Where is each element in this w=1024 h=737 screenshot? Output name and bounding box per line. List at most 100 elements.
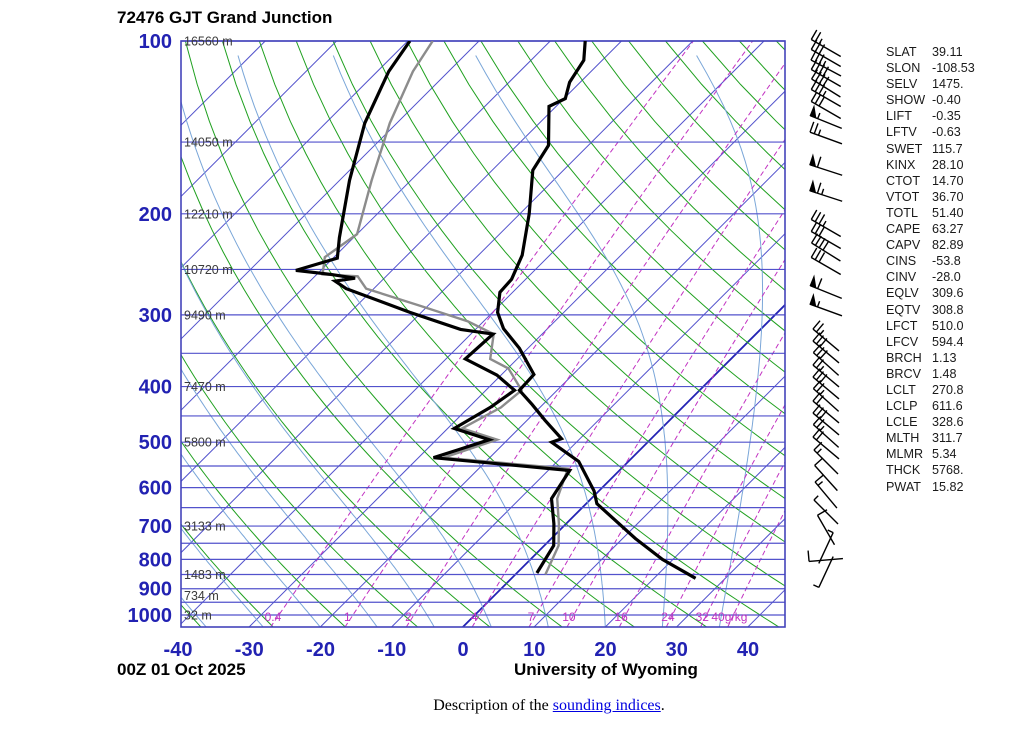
svg-text:3133 m: 3133 m [184,520,226,534]
index-value: -0.40 [932,93,961,108]
moist-adiabat [696,55,764,627]
pressure-axis-labels: 100 200 300 400 500 600 700 800 900 1000 [128,31,173,627]
svg-text:200: 200 [139,204,172,226]
mixing-ratio-line [727,509,785,627]
mixing-ratio-labels: 0.4 1 2 4 7 10 16 24 32 40g/kg [265,610,748,624]
isotherm [181,41,266,126]
wind-barb [812,428,840,460]
svg-text:700: 700 [139,516,172,538]
index-value: 1.13 [932,350,957,365]
mixing-ratio-line [618,331,785,627]
dewpoint-trace [295,41,573,574]
dry-adiabat [406,41,785,457]
credit-university-of-wyoming: University of Wyoming [514,660,698,679]
index-label: LCLP [886,399,918,414]
wind-barb [812,404,840,436]
index-value: 28.10 [932,157,964,172]
index-value: 311.7 [932,431,963,446]
wind-barb [809,153,843,176]
dry-adiabat [332,41,785,543]
page-title: 72476 GJT Grand Junction [117,8,333,27]
dry-adiabat [702,41,785,131]
index-label: MLTH [886,431,920,446]
index-label: VTOT [886,189,920,204]
index-value: 5.34 [932,447,957,462]
isotherm [181,41,622,483]
isotherm [319,161,785,627]
index-value: -28.0 [932,270,961,285]
index-label: SWET [886,141,923,156]
svg-text:40: 40 [737,639,759,661]
dry-adiabat [181,523,274,627]
index-row-lcle: LCLE 328.6 [886,414,975,430]
index-label: MLMR [886,447,924,462]
wind-barb [812,415,840,448]
mixing-ratio-line [700,461,785,627]
wind-barbs [807,29,843,589]
index-row-lfcv: LFCV 594.4 [886,334,975,350]
dry-adiabat [480,41,785,373]
dry-adiabat [181,260,491,627]
wind-barb [812,379,840,412]
index-label: THCK [886,463,921,478]
index-row-cins: CINS -53.8 [886,253,975,269]
wind-barb [810,39,842,68]
index-value: 1.48 [932,366,957,381]
isotherm [676,517,785,627]
svg-text:12210 m: 12210 m [184,207,233,221]
index-label: SELV [886,77,918,92]
index-value: 611.6 [932,399,963,414]
isotherm [533,375,785,627]
svg-text:10: 10 [523,639,545,661]
index-label: LCLT [886,382,916,397]
index-label: EQTV [886,302,921,317]
index-value: 15.82 [932,479,964,494]
isotherm [181,41,765,625]
dry-adiabats [181,41,1024,627]
svg-text:16: 16 [614,610,628,624]
svg-text:10720 m: 10720 m [184,263,233,277]
index-row-brch: BRCH 1.13 [886,350,975,366]
dry-adiabat [369,41,785,500]
index-label: LCLE [886,415,918,430]
index-label: CAPV [886,238,921,253]
dry-adiabat [221,41,708,627]
index-row-mlth: MLTH 311.7 [886,430,975,446]
wind-barb [814,457,838,492]
dry-adiabat [739,41,785,91]
temperature-axis-labels: -40 -30 -20 -10 0 10 20 30 40 [164,639,760,661]
index-value: 36.70 [932,189,964,204]
index-row-vtot: VTOT 36.70 [886,189,975,205]
index-label: CAPE [886,222,921,237]
dry-adiabat [998,41,1024,627]
svg-text:2: 2 [405,610,412,624]
sounding-indices-link[interactable]: sounding indices [552,697,661,714]
svg-text:5800 m: 5800 m [184,436,226,450]
temperature-trace [495,41,697,580]
index-label: LFCV [886,334,919,349]
wind-barb [810,91,842,120]
plot-border [180,40,786,628]
dry-adiabat [181,604,202,627]
index-row-brcv: BRCV 1.48 [886,366,975,382]
index-label: SLON [886,61,921,76]
wind-barb [809,104,843,130]
svg-text:500: 500 [139,432,172,454]
svg-text:-40: -40 [164,639,193,661]
index-value: 1475. [932,77,964,92]
index-row-cape: CAPE 63.27 [886,221,975,237]
index-label: LFTV [886,125,917,140]
svg-text:900: 900 [139,579,172,601]
svg-text:734 m: 734 m [184,589,219,603]
index-value: 14.70 [932,173,964,188]
index-row-totl: TOTL 51.40 [886,205,975,221]
moist-adiabat [181,453,321,627]
wind-barb [807,550,843,563]
moist-adiabat [181,368,378,627]
mixing-ratio-line [344,41,754,627]
wind-barb [813,495,839,525]
moist-adiabat [181,261,435,627]
svg-text:-30: -30 [235,639,264,661]
dry-adiabat [181,440,346,627]
index-label: SHOW [886,93,926,108]
